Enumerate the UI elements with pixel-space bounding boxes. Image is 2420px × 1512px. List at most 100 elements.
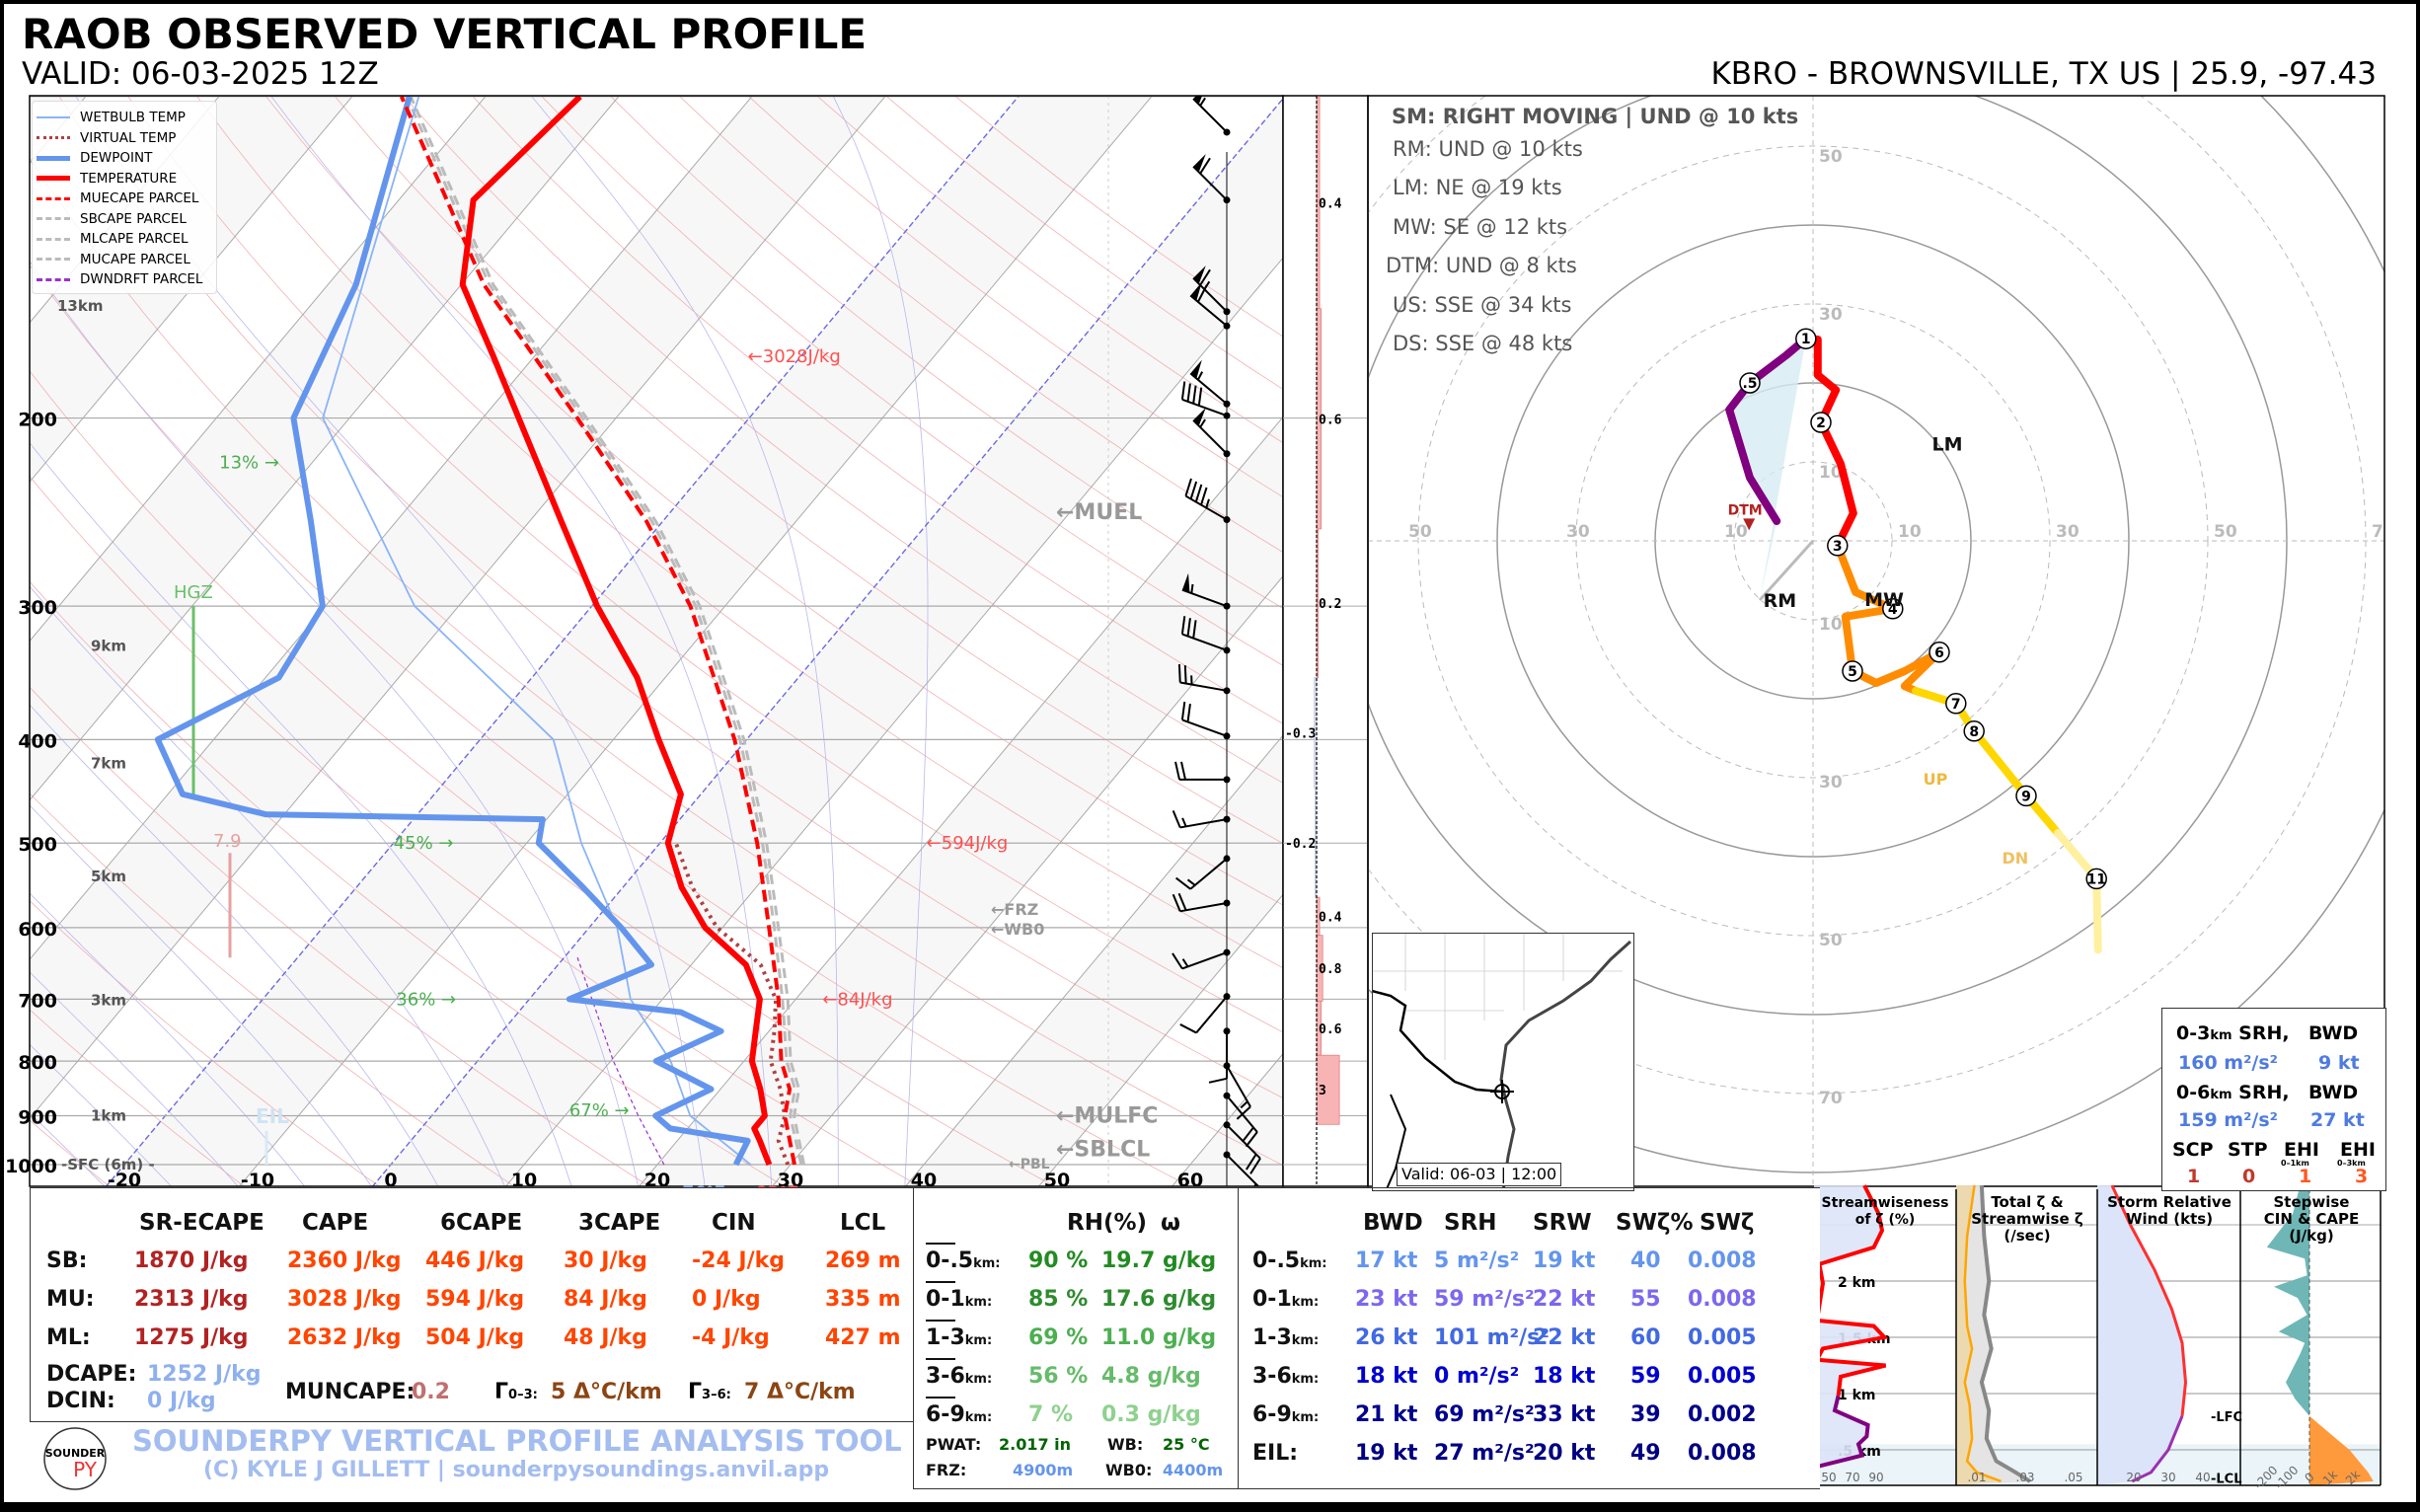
hodograph-label: DTM — [1728, 502, 1763, 518]
kinematic-value: 20 kt — [1533, 1441, 1596, 1466]
barb-staff — [1181, 718, 1228, 737]
pressure-tick-label: 700 — [18, 990, 57, 1012]
dry-adiabat — [471, 96, 1283, 724]
state-line — [1385, 1094, 1407, 1192]
tool-title: SOUNDERPY VERTICAL PROFILE ANALYSIS TOOL — [132, 1424, 902, 1458]
thermo-value: 1870 J/kg — [134, 1248, 249, 1273]
isotherm-line — [30, 96, 354, 484]
muecape-parcel-line — [399, 96, 796, 1166]
pressure-tick-label: 800 — [18, 1052, 57, 1074]
kinematic-value: 22 kt — [1533, 1325, 1596, 1350]
moisture-header: ω — [1161, 1210, 1180, 1236]
wind-barb — [1172, 810, 1231, 829]
kinematic-value: 40 — [1630, 1248, 1661, 1273]
station-info: KBRO - BROWNSVILLE, TX US | 25.9, -97.43 — [1710, 56, 2377, 92]
kinematic-value: 33 kt — [1533, 1402, 1596, 1427]
temperature-tick-label: 0 — [384, 1170, 397, 1191]
legend-swatch — [37, 196, 70, 200]
mini-panel-title: Total ζ & — [1991, 1193, 2063, 1211]
height-marker-label: .5 — [1742, 376, 1757, 392]
legend-swatch — [37, 277, 70, 281]
gamma-label: Γ0–3: — [494, 1380, 538, 1404]
mini-tick: .05 — [2064, 1471, 2082, 1484]
moisture-row-label: 6-9km: — [926, 1402, 993, 1427]
hodograph-ring-label: 70 — [2372, 522, 2395, 542]
legend-label: MUECAPE PARCEL — [80, 190, 199, 207]
mini-tick: 20 — [2126, 1471, 2141, 1484]
kinematic-value: 49 — [1630, 1441, 1661, 1466]
hodograph-trace — [2054, 829, 2102, 954]
kinematic-row-label: 0-.5km: — [1252, 1248, 1327, 1273]
kinematic-row-label: 6-9km: — [1252, 1402, 1320, 1427]
dry-adiabat — [30, 264, 1191, 1186]
border-line — [1371, 989, 1503, 1094]
unit: km: — [1300, 1256, 1327, 1271]
mini-panel-title: Storm Relative — [2107, 1193, 2231, 1211]
thermo-value: 0 J/kg — [692, 1287, 761, 1312]
moisture-extra: WB: — [1107, 1435, 1144, 1454]
hodograph-trace — [1801, 335, 1857, 550]
mini-panel-title: CIN & CAPE — [2264, 1210, 2360, 1228]
gamma-value: 5 Δ°C/km — [551, 1380, 662, 1404]
kinematic-value: 5 m²/s² — [1434, 1248, 1520, 1273]
kinematic-value: 26 kt — [1355, 1325, 1418, 1350]
kinematic-header: SWζ — [1700, 1210, 1755, 1236]
index-value: 1 — [2187, 1166, 2201, 1187]
unit: km: — [1291, 1410, 1320, 1425]
dry-adiabat — [30, 686, 650, 1186]
kinematic-header: SRW — [1533, 1210, 1592, 1236]
side-layer-value: 0.6 — [1319, 1022, 1342, 1037]
mini-tick: .03 — [2015, 1471, 2034, 1484]
thermo-value: 446 J/kg — [425, 1248, 525, 1273]
moisture-row-label: 0-1km: — [926, 1287, 993, 1312]
index-sublabel: 0–1km — [2281, 1159, 2309, 1168]
barb-half — [1181, 958, 1189, 967]
wind-barb — [1189, 359, 1231, 408]
moist-adiabat — [531, 96, 839, 1186]
srh06-value: 159 m²/s² — [2178, 1109, 2278, 1131]
thermo-value: 84 J/kg — [564, 1287, 647, 1312]
height-marker-circle — [1945, 693, 1967, 715]
side-layer-value: 0.6 — [1319, 413, 1342, 427]
legend-item: WETBULB TEMP — [37, 108, 212, 128]
bwd03-label: BWD — [2308, 1022, 2359, 1044]
isotherm-line — [504, 257, 1283, 1186]
hodograph-ring-label: 10 — [1819, 463, 1843, 483]
moisture-row-label: 3-6km: — [926, 1364, 993, 1389]
mini-panel-title: Streamwise ζ — [1971, 1210, 2083, 1228]
hodograph-ring-label: 70 — [1819, 1089, 1843, 1108]
legend-item: DEWPOINT — [37, 148, 212, 169]
wind-barb — [1223, 1121, 1261, 1174]
height-marker: .5 — [1739, 372, 1761, 394]
cape-fill — [2309, 1415, 2374, 1485]
height-marker-label: 4 — [1888, 602, 1898, 618]
hodograph-trace — [1912, 687, 2062, 837]
pressure-tick-label: 500 — [18, 834, 57, 856]
height-label: 5km — [91, 868, 126, 885]
kinematic-row-label: EIL: — [1252, 1441, 1299, 1466]
wind-barb — [1174, 761, 1231, 784]
thermo-header: LCL — [840, 1210, 886, 1236]
barb-half — [1253, 1183, 1257, 1186]
hodograph-ring-label: 30 — [1819, 305, 1843, 325]
logo-text-top: SOUNDER — [45, 1447, 106, 1460]
cin-fill — [2266, 1185, 2309, 1416]
mini-panel-title: (J/kg) — [2289, 1227, 2333, 1245]
legend-item: TEMPERATURE — [37, 169, 212, 189]
index-label: EHI — [2284, 1139, 2319, 1161]
hodograph-frame — [1367, 95, 2385, 1187]
thermo-value: 504 J/kg — [425, 1325, 525, 1350]
barb-full — [1172, 810, 1181, 828]
temperature-tick-label: 60 — [1177, 1170, 1203, 1191]
eil-label: EIL — [256, 1104, 289, 1128]
wind-barb — [1223, 1092, 1258, 1148]
sounding-figure: HGZ 7.9 EIL ←3028J/kg ←594J/kg ←84J/kg 13% → 45… — [4, 4, 2416, 1502]
height-marker-circle — [1882, 598, 1904, 620]
thermo-header: 6CAPE — [440, 1210, 523, 1236]
level-label: ←FRZ — [991, 900, 1038, 919]
level-label: ←PBL — [1009, 1157, 1050, 1172]
legend-swatch — [37, 116, 70, 119]
barb-full — [1197, 387, 1203, 407]
bwd03-value: 9 kt — [2318, 1052, 2360, 1074]
barb-full — [1180, 381, 1186, 400]
